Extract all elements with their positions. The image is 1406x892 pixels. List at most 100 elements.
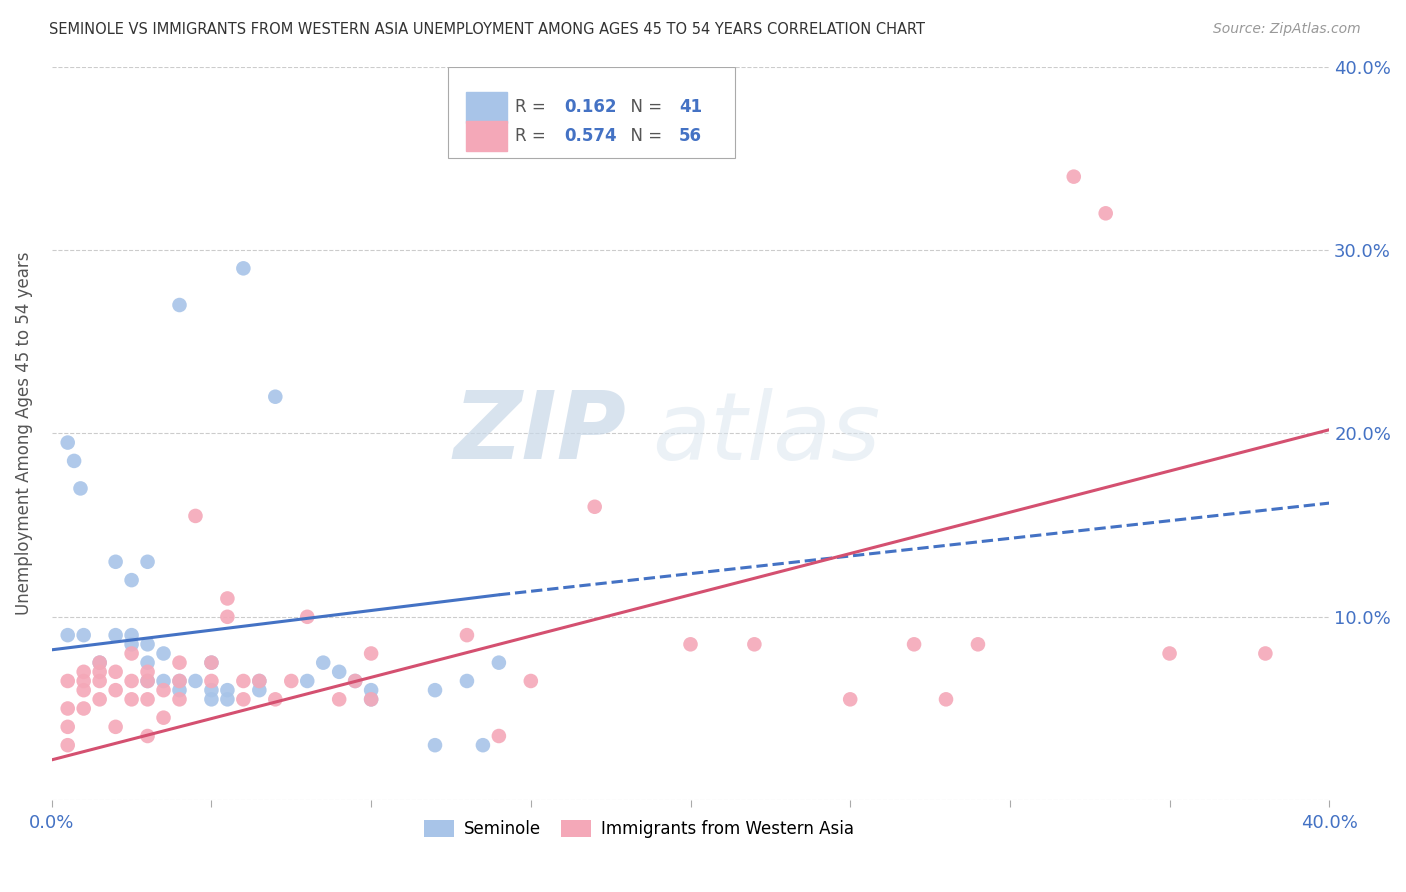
Point [136,656,159,670]
Point [360,647,382,661]
Point [152,683,174,698]
Point [184,508,207,523]
Point [104,555,127,569]
Point [679,637,702,651]
Point [136,673,159,688]
Point [169,683,191,698]
Point [200,673,222,688]
Point [169,673,191,688]
Point [488,656,510,670]
Point [89,692,111,706]
Point [488,729,510,743]
Point [200,683,222,698]
FancyBboxPatch shape [465,92,506,123]
Point [73,628,96,642]
Point [217,591,239,606]
Point [232,692,254,706]
Point [247,683,270,698]
Point [217,683,239,698]
Point [121,647,143,661]
Point [121,628,143,642]
Point [73,665,96,679]
Point [200,656,222,670]
Point [89,656,111,670]
Point [121,673,143,688]
Point [56,738,79,752]
Point [136,665,159,679]
Point [63,454,86,468]
Text: 41: 41 [679,98,702,116]
Point [1063,169,1085,184]
Point [247,673,270,688]
Point [121,573,143,587]
Point [89,656,111,670]
Point [520,673,543,688]
FancyBboxPatch shape [447,67,735,158]
Point [423,738,446,752]
Text: SEMINOLE VS IMMIGRANTS FROM WESTERN ASIA UNEMPLOYMENT AMONG AGES 45 TO 54 YEARS : SEMINOLE VS IMMIGRANTS FROM WESTERN ASIA… [49,22,925,37]
Point [1094,206,1116,220]
Point [104,628,127,642]
Y-axis label: Unemployment Among Ages 45 to 54 years: Unemployment Among Ages 45 to 54 years [15,252,32,615]
Point [89,673,111,688]
Text: R =: R = [516,127,551,145]
Point [328,665,350,679]
Point [297,609,319,624]
Point [121,637,143,651]
Point [104,720,127,734]
Text: N =: N = [620,98,668,116]
Point [967,637,990,651]
Point [152,647,174,661]
Point [423,683,446,698]
Point [456,673,478,688]
Point [328,692,350,706]
Point [583,500,606,514]
Point [121,692,143,706]
Point [839,692,862,706]
Point [200,692,222,706]
Point [89,665,111,679]
Point [104,683,127,698]
Point [264,390,287,404]
Point [152,711,174,725]
Point [169,656,191,670]
Point [184,673,207,688]
Point [136,692,159,706]
Point [232,673,254,688]
Point [217,609,239,624]
Point [1254,647,1277,661]
Point [360,692,382,706]
Point [344,673,367,688]
Point [280,673,302,688]
Point [169,673,191,688]
Text: 0.574: 0.574 [564,127,617,145]
Point [935,692,957,706]
Point [744,637,766,651]
Point [169,298,191,312]
Point [344,673,367,688]
Text: N =: N = [620,127,668,145]
Point [360,692,382,706]
Point [903,637,925,651]
Point [312,656,335,670]
Point [136,637,159,651]
Point [73,683,96,698]
Text: R =: R = [516,98,551,116]
Point [136,729,159,743]
Point [56,628,79,642]
Point [169,692,191,706]
Point [56,673,79,688]
Point [56,701,79,715]
Text: 56: 56 [679,127,702,145]
Point [136,555,159,569]
Point [152,673,174,688]
Point [360,683,382,698]
Text: Source: ZipAtlas.com: Source: ZipAtlas.com [1213,22,1361,37]
Text: ZIP: ZIP [454,387,627,479]
Point [217,692,239,706]
Point [297,673,319,688]
Point [200,656,222,670]
Point [56,720,79,734]
Point [471,738,494,752]
Point [73,673,96,688]
